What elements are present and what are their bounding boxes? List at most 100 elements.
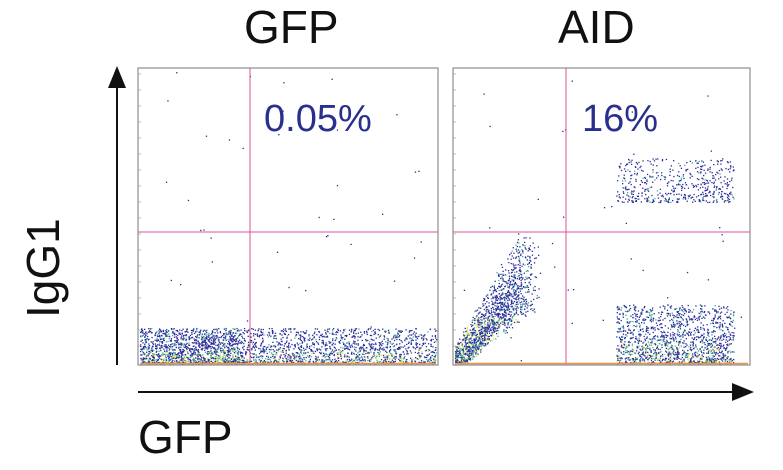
event-dot (289, 354, 291, 356)
event-dot (682, 342, 684, 344)
event-dot (219, 357, 221, 359)
event-dot (164, 355, 167, 358)
event-dot (534, 276, 536, 278)
event-dot (308, 356, 310, 358)
event-dot (459, 338, 461, 340)
event-dot (255, 342, 257, 344)
event-dot (177, 357, 179, 359)
event-dot (216, 360, 218, 362)
event-dot (511, 271, 513, 273)
event-dot (483, 304, 485, 307)
event-dot (285, 341, 288, 343)
event-dot (491, 323, 493, 325)
event-dot (486, 309, 488, 311)
event-dot (312, 342, 314, 344)
event-dot (420, 359, 423, 362)
event-dot (505, 330, 507, 332)
event-dot (521, 304, 523, 306)
event-dot (382, 361, 384, 364)
event-dot (272, 330, 274, 332)
event-dot (313, 343, 315, 345)
event-dot (250, 360, 253, 362)
event-dot (161, 341, 163, 343)
event-dot (181, 352, 183, 354)
event-dot (673, 357, 675, 359)
event-dot (354, 348, 356, 351)
plot-frame-0 (137, 67, 439, 366)
event-dot (300, 361, 302, 363)
event-dot (485, 339, 487, 342)
event-dot (363, 351, 365, 353)
event-dot (628, 344, 630, 346)
event-dot (381, 348, 383, 350)
event-dot (284, 356, 286, 358)
event-dot (512, 280, 515, 282)
event-dot (202, 345, 204, 347)
event-dot (474, 332, 476, 334)
event-dot (513, 266, 515, 268)
event-dot (389, 342, 392, 344)
event-dot (651, 342, 653, 344)
event-dot (457, 356, 460, 358)
event-dot (506, 308, 508, 310)
event-dot (320, 351, 322, 354)
event-dot (719, 358, 722, 360)
event-dot (236, 351, 238, 354)
event-dot (626, 321, 628, 323)
event-dot (298, 358, 300, 360)
event-dot (497, 298, 500, 300)
event-dot (497, 316, 499, 318)
event-dot (676, 320, 678, 322)
event-dot (499, 325, 501, 327)
event-dot (524, 245, 526, 247)
event-dot (334, 350, 336, 352)
event-dot (215, 337, 217, 340)
event-dot (198, 346, 201, 348)
event-dot (378, 349, 380, 351)
event-dot (391, 343, 393, 345)
event-dot (225, 332, 227, 334)
event-dot (631, 343, 634, 345)
event-dot (490, 322, 492, 325)
event-dot (484, 339, 486, 341)
event-dot (262, 341, 264, 343)
event-dot (155, 345, 157, 347)
event-dot (274, 357, 276, 359)
event-dot (235, 338, 237, 341)
event-dot (519, 270, 522, 272)
event-dot (510, 272, 513, 274)
event-dot (455, 359, 457, 361)
event-dot (487, 316, 489, 318)
event-dot (487, 322, 490, 324)
event-dot (378, 344, 381, 346)
event-dot (712, 331, 714, 333)
event-dot (198, 352, 200, 354)
event-dot (712, 348, 714, 351)
event-dot (194, 359, 196, 361)
event-dot (472, 345, 474, 348)
event-dot (504, 332, 506, 334)
event-dot (688, 353, 690, 355)
event-dot (635, 306, 637, 308)
event-dot (509, 315, 512, 317)
event-dot (321, 339, 323, 342)
event-dot (170, 357, 172, 359)
event-dot (229, 339, 231, 341)
event-dot (683, 360, 685, 362)
event-dot (493, 338, 495, 340)
event-dot (641, 349, 644, 351)
event-dot (511, 275, 513, 277)
event-dot (477, 339, 479, 341)
event-dot (692, 356, 695, 359)
event-dot (316, 349, 318, 352)
event-dot (487, 320, 489, 322)
event-dot (725, 307, 728, 309)
event-dot (227, 361, 229, 363)
event-dot (531, 293, 533, 295)
event-dot (709, 313, 711, 315)
event-dot (379, 351, 381, 354)
event-dot (229, 338, 231, 340)
event-dot (370, 334, 373, 337)
event-dot (507, 258, 509, 260)
event-dot (193, 328, 195, 330)
